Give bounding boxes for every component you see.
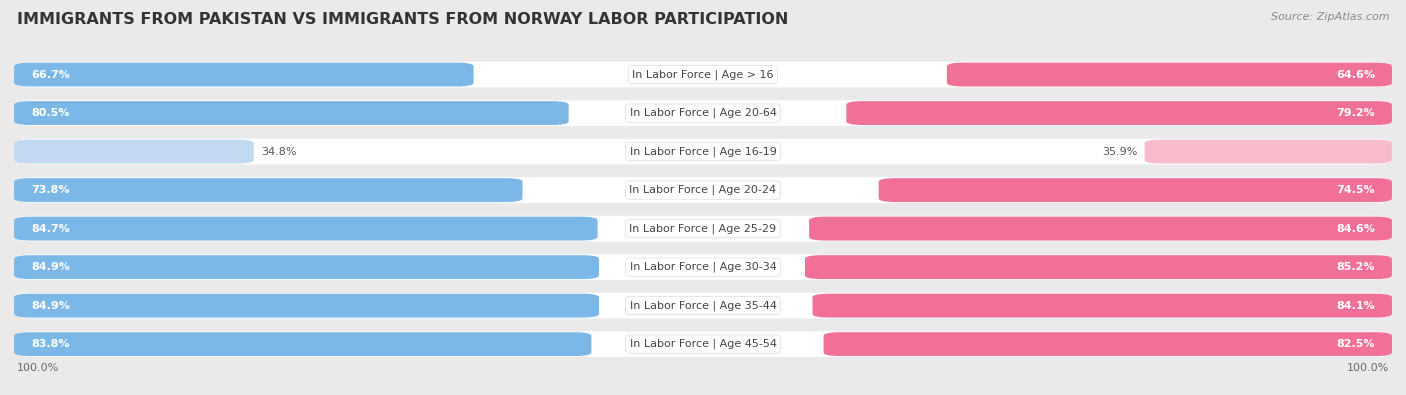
FancyBboxPatch shape xyxy=(824,332,1392,356)
Text: 84.9%: 84.9% xyxy=(31,301,70,310)
FancyBboxPatch shape xyxy=(14,139,1392,164)
Text: In Labor Force | Age 20-24: In Labor Force | Age 20-24 xyxy=(630,185,776,196)
Text: 74.5%: 74.5% xyxy=(1337,185,1375,195)
Text: 64.6%: 64.6% xyxy=(1336,70,1375,79)
Text: In Labor Force | Age 45-54: In Labor Force | Age 45-54 xyxy=(630,339,776,350)
FancyBboxPatch shape xyxy=(806,255,1392,279)
Text: 100.0%: 100.0% xyxy=(17,363,59,373)
Text: 84.9%: 84.9% xyxy=(31,262,70,272)
Text: 83.8%: 83.8% xyxy=(31,339,69,349)
Text: 84.1%: 84.1% xyxy=(1336,301,1375,310)
FancyBboxPatch shape xyxy=(14,177,1392,203)
FancyBboxPatch shape xyxy=(14,254,1392,280)
FancyBboxPatch shape xyxy=(14,217,598,241)
FancyBboxPatch shape xyxy=(14,293,1392,318)
FancyBboxPatch shape xyxy=(846,101,1392,125)
FancyBboxPatch shape xyxy=(14,100,1392,126)
FancyBboxPatch shape xyxy=(14,216,1392,241)
Text: 80.5%: 80.5% xyxy=(31,108,69,118)
Text: 73.8%: 73.8% xyxy=(31,185,69,195)
Text: In Labor Force | Age 20-64: In Labor Force | Age 20-64 xyxy=(630,108,776,118)
Text: IMMIGRANTS FROM PAKISTAN VS IMMIGRANTS FROM NORWAY LABOR PARTICIPATION: IMMIGRANTS FROM PAKISTAN VS IMMIGRANTS F… xyxy=(17,12,789,27)
Text: 66.7%: 66.7% xyxy=(31,70,70,79)
Text: 100.0%: 100.0% xyxy=(1347,363,1389,373)
FancyBboxPatch shape xyxy=(14,332,592,356)
FancyBboxPatch shape xyxy=(14,255,599,279)
Text: 35.9%: 35.9% xyxy=(1102,147,1137,156)
FancyBboxPatch shape xyxy=(946,63,1392,87)
Text: In Labor Force | Age 30-34: In Labor Force | Age 30-34 xyxy=(630,262,776,273)
Text: In Labor Force | Age 25-29: In Labor Force | Age 25-29 xyxy=(630,223,776,234)
FancyBboxPatch shape xyxy=(14,140,254,164)
Text: In Labor Force | Age > 16: In Labor Force | Age > 16 xyxy=(633,69,773,80)
Text: 84.7%: 84.7% xyxy=(31,224,70,233)
FancyBboxPatch shape xyxy=(14,294,599,318)
Text: Source: ZipAtlas.com: Source: ZipAtlas.com xyxy=(1271,12,1389,22)
Text: 34.8%: 34.8% xyxy=(262,147,297,156)
FancyBboxPatch shape xyxy=(14,101,568,125)
FancyBboxPatch shape xyxy=(14,331,1392,357)
FancyBboxPatch shape xyxy=(1144,140,1392,164)
FancyBboxPatch shape xyxy=(14,63,474,87)
Text: 82.5%: 82.5% xyxy=(1337,339,1375,349)
FancyBboxPatch shape xyxy=(14,178,523,202)
Text: 84.6%: 84.6% xyxy=(1336,224,1375,233)
Text: 85.2%: 85.2% xyxy=(1337,262,1375,272)
Text: In Labor Force | Age 35-44: In Labor Force | Age 35-44 xyxy=(630,300,776,311)
FancyBboxPatch shape xyxy=(14,62,1392,87)
FancyBboxPatch shape xyxy=(879,178,1392,202)
FancyBboxPatch shape xyxy=(808,217,1392,241)
FancyBboxPatch shape xyxy=(813,294,1392,318)
Text: 79.2%: 79.2% xyxy=(1336,108,1375,118)
Legend: Immigrants from Pakistan, Immigrants from Norway: Immigrants from Pakistan, Immigrants fro… xyxy=(520,391,886,395)
Text: In Labor Force | Age 16-19: In Labor Force | Age 16-19 xyxy=(630,146,776,157)
